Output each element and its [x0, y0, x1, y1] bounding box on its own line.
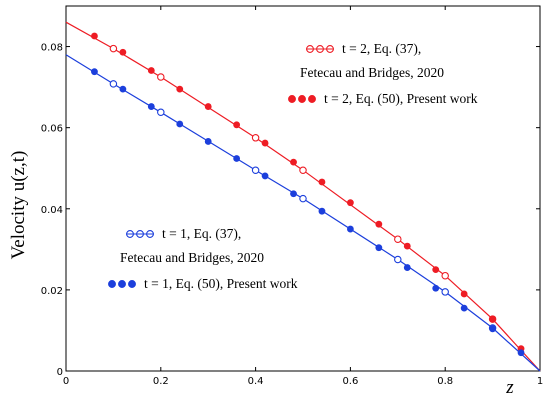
x-tick-label: 0.4 — [248, 376, 264, 387]
legend-marker-filled — [298, 95, 306, 103]
series-1 — [91, 32, 525, 353]
data-point-filled — [517, 349, 525, 357]
data-point-filled — [147, 67, 155, 74]
axis-ticks: 0 0.2 0.4 0.6 0.8 1 0 0.02 0.04 0.06 0.08 — [41, 6, 543, 387]
data-point-open — [251, 134, 260, 142]
data-point-open — [109, 44, 118, 53]
y-tick-label: 0.08 — [41, 43, 63, 54]
data-point-filled — [204, 138, 212, 145]
data-point-filled — [233, 121, 241, 129]
data-point-open — [109, 80, 118, 88]
legend-marker-filled — [118, 280, 126, 288]
x-tick-label: 0.8 — [437, 376, 453, 387]
data-point-filled — [489, 315, 496, 323]
legend-label: t = 1, Eq. (50), Present work — [144, 276, 298, 291]
y-axis-label: Velocity u(z,t) — [8, 151, 29, 260]
data-point-filled — [91, 68, 98, 76]
legend-label: t = 1, Eq. (37), — [162, 226, 241, 241]
data-point-filled — [119, 48, 127, 56]
data-point-open — [299, 166, 307, 175]
data-point-filled — [460, 290, 468, 298]
legend-marker-filled — [308, 95, 316, 103]
data-point-open — [251, 166, 260, 175]
data-point-filled — [375, 220, 383, 228]
x-axis-label: z — [505, 377, 514, 398]
data-point-open — [394, 235, 402, 243]
data-point-filled — [176, 85, 184, 93]
data-point-open — [394, 255, 402, 264]
data-point-filled — [147, 103, 155, 110]
data-point-filled — [489, 325, 496, 333]
data-point-filled — [403, 264, 411, 271]
data-point-filled — [261, 139, 269, 147]
series-3 — [91, 68, 525, 357]
legend-label: t = 2, Eq. (37), — [342, 41, 421, 56]
data-point-filled — [347, 199, 354, 207]
data-point-filled — [261, 172, 269, 180]
plot-area — [65, 5, 541, 372]
data-point-filled — [375, 244, 383, 252]
y-tick-label: 0 — [57, 367, 63, 378]
y-tick-label: 0.04 — [41, 205, 63, 216]
series-layer — [65, 21, 541, 372]
data-point-filled — [432, 284, 440, 292]
data-point-open — [441, 271, 449, 280]
data-point-filled — [204, 103, 212, 110]
plot-frame — [65, 5, 541, 372]
data-point-filled — [176, 120, 184, 128]
data-point-filled — [290, 158, 297, 166]
data-point-filled — [318, 207, 326, 215]
data-point-open — [157, 108, 165, 117]
legend-label-line2: Fetecau and Bridges, 2020 — [120, 250, 264, 265]
legend-top-right: t = 2, Eq. (37), Fetecau and Bridges, 202… — [288, 41, 478, 106]
x-tick-label: 0 — [63, 376, 69, 387]
data-point-open — [157, 73, 165, 81]
x-tick-label: 0.6 — [342, 376, 358, 387]
x-tick-label: 1 — [537, 376, 543, 387]
legend-label-line2: Fetecau and Bridges, 2020 — [300, 65, 444, 80]
legend-marker-filled — [108, 280, 116, 288]
data-point-filled — [347, 225, 354, 233]
data-point-filled — [460, 304, 468, 312]
y-tick-label: 0.06 — [41, 124, 63, 135]
data-point-filled — [432, 266, 440, 274]
data-point-open — [441, 288, 449, 296]
data-point-filled — [91, 32, 98, 40]
data-point-filled — [318, 178, 326, 186]
data-point-filled — [403, 242, 411, 250]
x-tick-label: 0.2 — [153, 376, 169, 387]
legend-label: t = 2, Eq. (50), Present work — [324, 91, 478, 106]
data-point-open — [299, 194, 307, 203]
data-point-filled — [233, 155, 241, 162]
legend-layer: t = 2, Eq. (37), Fetecau and Bridges, 202… — [108, 41, 478, 291]
legend-marker-filled — [288, 95, 296, 103]
legend-bottom-left: t = 1, Eq. (37), Fetecau and Bridges, 202… — [108, 226, 298, 291]
y-tick-label: 0.02 — [41, 286, 63, 297]
legend-marker-filled — [128, 280, 136, 288]
data-point-filled — [290, 190, 297, 198]
data-point-filled — [119, 85, 127, 93]
